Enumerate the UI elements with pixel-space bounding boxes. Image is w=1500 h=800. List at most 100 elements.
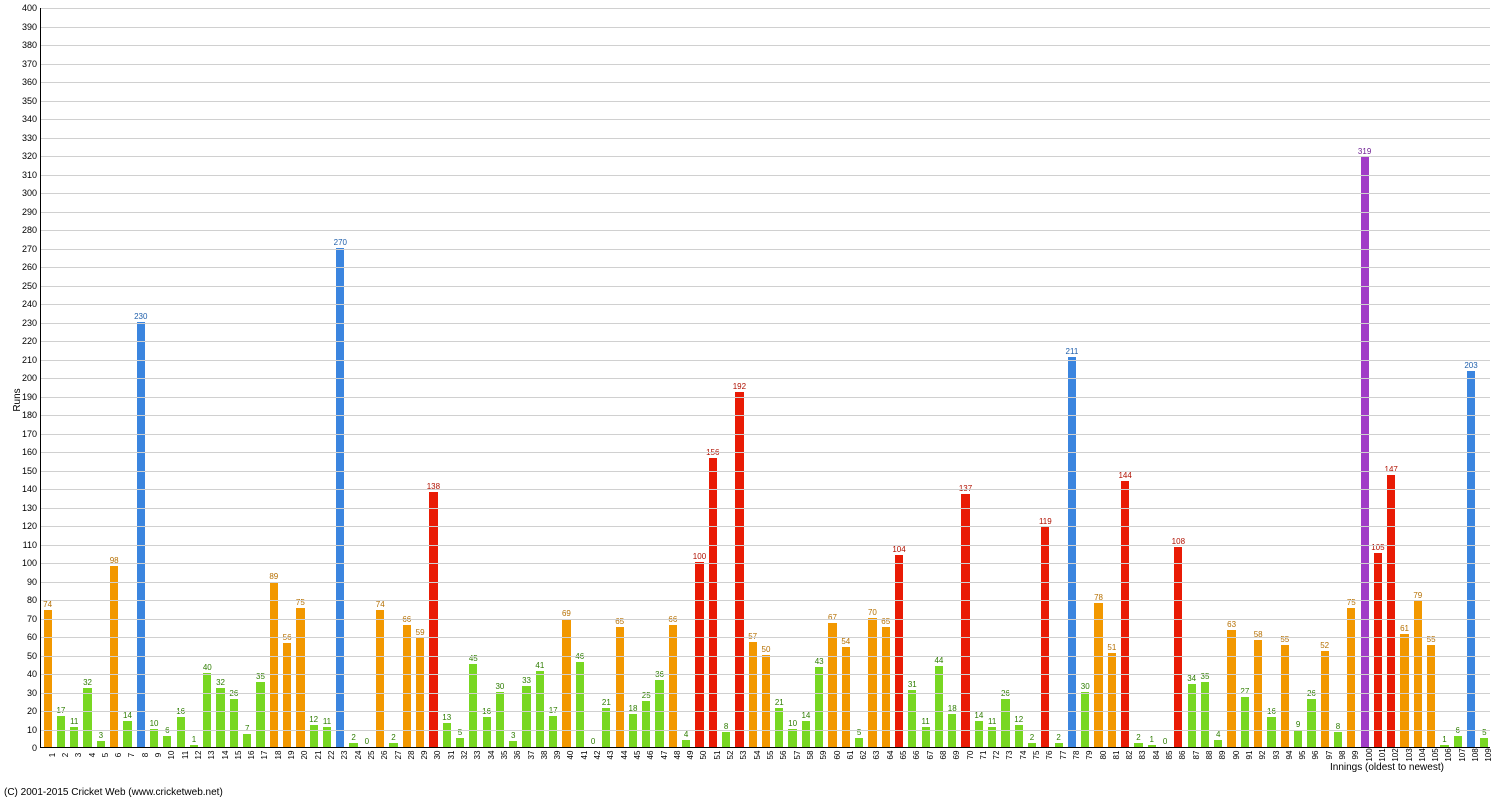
x-tick-label: 36	[513, 751, 522, 760]
bar: 12	[310, 725, 318, 747]
x-tick-label: 97	[1325, 751, 1334, 760]
x-tick-label: 17	[260, 751, 269, 760]
grid-line	[41, 415, 1490, 416]
y-tick-label: 330	[22, 133, 41, 143]
bar: 13	[443, 723, 451, 747]
bar: 6	[163, 736, 171, 747]
grid-line	[41, 119, 1490, 120]
bar-value-label: 13	[442, 713, 451, 723]
x-tick-label: 88	[1205, 751, 1214, 760]
x-tick-label: 19	[287, 751, 296, 760]
bar-value-label: 18	[948, 704, 957, 714]
x-tick-label: 66	[912, 751, 921, 760]
y-tick-label: 60	[27, 632, 41, 642]
y-tick-label: 310	[22, 170, 41, 180]
bar: 34	[1188, 684, 1196, 747]
bar-value-label: 31	[908, 680, 917, 690]
bar-value-label: 30	[1081, 682, 1090, 692]
x-tick-label: 61	[846, 751, 855, 760]
bar-value-label: 16	[1267, 707, 1276, 717]
grid-line	[41, 637, 1490, 638]
bar: 40	[203, 673, 211, 747]
bar: 1	[1148, 745, 1156, 747]
bar-value-label: 1	[1442, 735, 1446, 745]
x-tick-label: 98	[1338, 751, 1347, 760]
grid-line	[41, 471, 1490, 472]
x-tick-label: 99	[1351, 751, 1360, 760]
bar-value-label: 56	[283, 633, 292, 643]
x-tick-label: 96	[1311, 751, 1320, 760]
bar: 192	[735, 392, 743, 747]
bar-value-label: 4	[1216, 730, 1220, 740]
y-tick-label: 40	[27, 669, 41, 679]
bar-value-label: 211	[1066, 347, 1079, 357]
bar-value-label: 52	[1320, 641, 1329, 651]
bar-value-label: 74	[376, 600, 385, 610]
x-tick-label: 77	[1059, 751, 1068, 760]
x-tick-label: 75	[1032, 751, 1041, 760]
bar-value-label: 8	[724, 722, 728, 732]
bar-value-label: 11	[70, 717, 78, 727]
y-tick-label: 250	[22, 281, 41, 291]
grid-line	[41, 286, 1490, 287]
grid-line	[41, 563, 1490, 564]
bar: 104	[895, 555, 903, 747]
bar-value-label: 10	[788, 719, 797, 729]
grid-line	[41, 82, 1490, 83]
y-tick-label: 120	[22, 521, 41, 531]
y-tick-label: 200	[22, 373, 41, 383]
x-tick-label: 92	[1258, 751, 1267, 760]
y-tick-label: 150	[22, 466, 41, 476]
grid-line	[41, 619, 1490, 620]
bar-value-label: 144	[1118, 471, 1131, 481]
bar-value-label: 16	[176, 707, 185, 717]
chart-container: Runs 74171132398142301061614032267358956…	[0, 0, 1500, 800]
x-tick-label: 85	[1165, 751, 1174, 760]
bar: 10	[788, 729, 796, 748]
bar: 36	[655, 680, 663, 747]
x-tick-label: 72	[992, 751, 1001, 760]
bar-value-label: 12	[1014, 715, 1023, 725]
x-tick-label: 63	[872, 751, 881, 760]
bar-value-label: 21	[775, 698, 784, 708]
x-tick-label: 40	[566, 751, 575, 760]
x-tick-label: 8	[141, 753, 150, 757]
x-tick-label: 5	[101, 753, 110, 757]
bar: 57	[749, 642, 757, 747]
copyright-text: (C) 2001-2015 Cricket Web (www.cricketwe…	[4, 787, 223, 798]
bar: 100	[695, 562, 703, 747]
y-tick-label: 400	[22, 3, 41, 13]
bar-value-label: 50	[762, 645, 771, 655]
bar: 52	[1321, 651, 1329, 747]
bar: 14	[802, 721, 810, 747]
x-tick-label: 101	[1378, 748, 1387, 761]
bar-value-label: 36	[655, 670, 664, 680]
bar: 55	[1281, 645, 1289, 747]
x-tick-label: 1	[48, 753, 57, 757]
bar-value-label: 2	[391, 733, 395, 743]
x-tick-label: 26	[380, 751, 389, 760]
x-tick-label: 91	[1245, 751, 1254, 760]
y-tick-label: 240	[22, 299, 41, 309]
bar-value-label: 51	[1107, 643, 1116, 653]
bar-value-label: 108	[1172, 537, 1185, 547]
y-tick-label: 370	[22, 59, 41, 69]
bar-value-label: 0	[591, 737, 595, 747]
y-tick-label: 180	[22, 410, 41, 420]
x-tick-label: 86	[1178, 751, 1187, 760]
bar: 3	[97, 741, 105, 747]
x-tick-label: 105	[1431, 748, 1440, 761]
x-tick-label: 54	[753, 751, 762, 760]
bar: 10	[150, 729, 158, 748]
x-tick-label: 82	[1125, 751, 1134, 760]
bar-value-label: 32	[83, 678, 92, 688]
bar: 50	[762, 655, 770, 748]
x-tick-label: 34	[487, 751, 496, 760]
x-tick-label: 29	[420, 751, 429, 760]
x-tick-label: 27	[394, 751, 403, 760]
x-tick-label: 20	[300, 751, 309, 760]
x-tick-label: 76	[1045, 751, 1054, 760]
grid-line	[41, 674, 1490, 675]
y-tick-label: 350	[22, 96, 41, 106]
x-tick-label: 69	[952, 751, 961, 760]
